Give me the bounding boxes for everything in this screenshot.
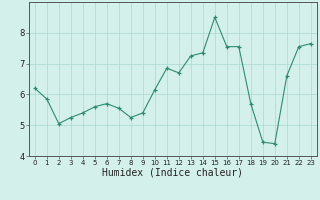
- X-axis label: Humidex (Indice chaleur): Humidex (Indice chaleur): [102, 168, 243, 178]
